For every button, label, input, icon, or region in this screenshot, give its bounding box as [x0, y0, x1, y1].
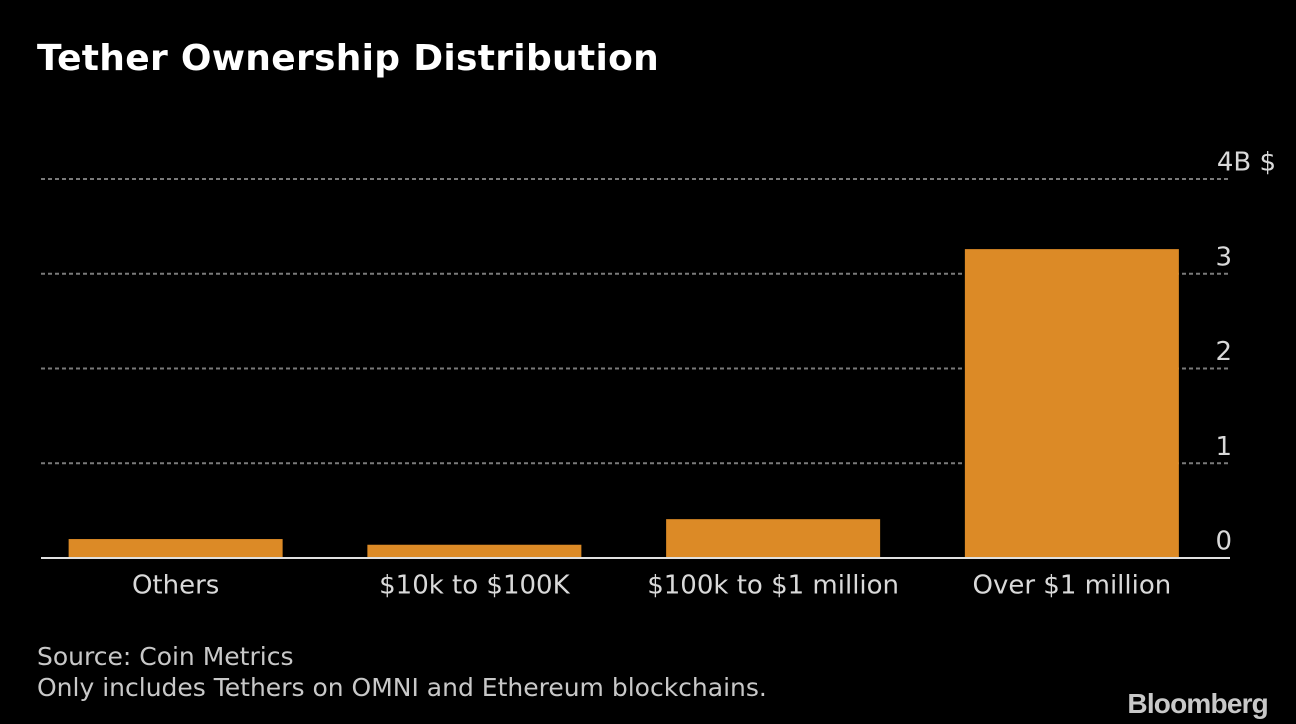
x-tick-label: $10k to $100K — [379, 571, 570, 601]
source-note: Source: Coin Metrics — [37, 642, 294, 671]
y-tick-label: 0 — [1215, 527, 1232, 557]
bar — [666, 519, 881, 558]
bar — [367, 544, 582, 558]
bar — [964, 249, 1179, 559]
y-tick-label: 1 — [1215, 432, 1232, 462]
bar — [68, 539, 283, 558]
footnote: Only includes Tethers on OMNI and Ethere… — [37, 673, 767, 702]
x-tick-label: $100k to $1 million — [647, 571, 899, 601]
x-tick-label: Others — [132, 571, 219, 601]
y-tick-label: 3 — [1215, 242, 1232, 272]
bloomberg-logo: Bloomberg — [1127, 688, 1268, 719]
x-tick-label: Over $1 million — [972, 571, 1171, 601]
y-tick-label: 4B $ — [1217, 148, 1276, 178]
chart-title: Tether Ownership Distribution — [37, 38, 660, 79]
y-tick-label: 2 — [1215, 337, 1232, 367]
bar-chart: 0 1 2 3 4B $ Others $10k to $100K $100k to $1 m… — [41, 148, 1276, 601]
